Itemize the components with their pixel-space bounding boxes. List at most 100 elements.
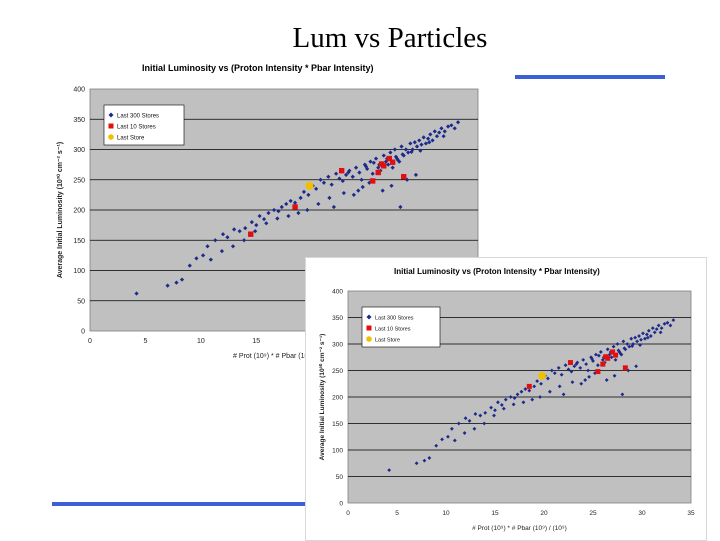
data-point-last-300 xyxy=(370,171,375,176)
data-point-last-10 xyxy=(389,159,396,165)
data-point-last-300 xyxy=(591,359,595,363)
data-point-last-300 xyxy=(200,253,206,258)
y-tick-label: 300 xyxy=(332,342,343,349)
data-point-last-300 xyxy=(547,389,552,394)
data-point-last-300 xyxy=(633,335,638,340)
data-point-last-300 xyxy=(482,421,487,426)
y-tick-label: 150 xyxy=(332,421,343,428)
data-point-last-300 xyxy=(421,135,426,140)
x-tick-label: 35 xyxy=(687,510,695,517)
data-point-last-300 xyxy=(521,400,526,405)
data-point-last-300 xyxy=(441,134,446,139)
data-point-last-300 xyxy=(371,160,376,165)
data-point-last-10 xyxy=(248,231,254,237)
y-tick-label: 400 xyxy=(332,289,343,296)
x-tick-label: 5 xyxy=(395,510,399,517)
data-point-last-300 xyxy=(427,456,432,460)
data-point-last-300 xyxy=(353,165,359,170)
data-point-last-300 xyxy=(478,413,483,418)
data-point-last-300 xyxy=(586,368,590,373)
y-tick-label: 300 xyxy=(73,147,85,154)
data-point-last-300 xyxy=(241,238,247,243)
data-point-last-10 xyxy=(567,360,573,366)
data-point-last-300 xyxy=(652,330,657,335)
x-tick-label: 15 xyxy=(252,338,260,345)
data-point-last-300 xyxy=(449,426,454,431)
data-point-last-300 xyxy=(662,321,667,326)
data-point-last-300 xyxy=(432,129,437,134)
data-point-last-300 xyxy=(613,358,618,362)
data-point-last-300 xyxy=(418,148,423,153)
x-axis-label: # Prot (10⁹) * # Pbar (10⁹) / (10⁹) xyxy=(472,525,567,532)
data-point-last-store xyxy=(538,371,546,380)
data-point-last-300 xyxy=(414,461,419,466)
data-point-last-10 xyxy=(375,169,381,176)
data-point-last-300 xyxy=(570,380,575,385)
data-point-last-300 xyxy=(641,331,645,336)
data-point-last-300 xyxy=(230,244,236,249)
data-point-last-300 xyxy=(389,183,394,188)
data-point-last-10 xyxy=(600,361,606,367)
data-point-last-300 xyxy=(399,144,404,149)
data-point-last-300 xyxy=(249,220,254,225)
legend-marker xyxy=(366,314,372,320)
data-point-last-300 xyxy=(463,416,468,421)
data-point-last-300 xyxy=(220,232,226,237)
data-point-last-300 xyxy=(561,392,566,397)
data-point-last-300 xyxy=(445,124,451,129)
data-point-last-300 xyxy=(556,365,561,370)
chart-title: Initial Luminosity vs (Proton Intensity … xyxy=(142,63,374,73)
data-point-last-300 xyxy=(559,372,564,377)
data-point-last-300 xyxy=(326,174,331,179)
data-point-last-300 xyxy=(645,335,650,340)
data-point-last-300 xyxy=(452,126,457,131)
data-point-last-300 xyxy=(620,392,625,397)
data-point-last-300 xyxy=(329,182,334,187)
data-point-last-300 xyxy=(596,353,601,358)
y-tick-label: 250 xyxy=(73,177,85,184)
data-point-last-300 xyxy=(611,344,616,349)
data-point-last-300 xyxy=(467,418,472,423)
data-point-last-300 xyxy=(243,226,248,231)
y-tick-label: 0 xyxy=(339,501,343,508)
accent-bar-bottom xyxy=(52,502,312,506)
data-point-last-300 xyxy=(671,318,676,323)
data-point-last-300 xyxy=(341,190,346,196)
data-point-last-300 xyxy=(584,362,589,367)
y-axis-label: Average Initial Luminosity (10³⁰ cm⁻² s⁻… xyxy=(56,142,64,278)
data-point-last-300 xyxy=(321,180,327,185)
data-point-last-300 xyxy=(430,138,435,143)
data-point-last-300 xyxy=(365,166,370,171)
data-point-last-300 xyxy=(406,150,411,155)
data-point-last-300 xyxy=(452,438,457,443)
data-point-last-300 xyxy=(627,344,632,349)
x-tick-label: 20 xyxy=(540,510,548,517)
data-point-last-300 xyxy=(549,368,554,373)
data-point-last-300 xyxy=(600,358,605,362)
data-point-last-300 xyxy=(501,406,506,411)
data-point-last-300 xyxy=(532,384,537,389)
data-point-last-300 xyxy=(656,323,661,328)
data-point-last-300 xyxy=(219,249,225,254)
data-point-last-300 xyxy=(496,400,500,405)
data-point-last-300 xyxy=(519,389,524,394)
data-point-last-300 xyxy=(423,141,428,146)
data-point-last-300 xyxy=(296,210,301,216)
data-point-last-300 xyxy=(357,170,362,175)
data-point-last-300 xyxy=(419,142,424,147)
accent-bar-top xyxy=(515,75,665,79)
y-tick-label: 0 xyxy=(81,329,85,336)
chart-title: Initial Luminosity vs (Proton Intensity … xyxy=(394,267,600,276)
data-point-last-300 xyxy=(552,371,557,376)
data-point-last-300 xyxy=(134,291,139,296)
data-point-last-300 xyxy=(276,209,281,214)
y-tick-label: 250 xyxy=(332,368,343,375)
data-point-last-300 xyxy=(616,348,621,353)
data-point-last-300 xyxy=(337,176,342,181)
data-point-last-300 xyxy=(410,147,415,152)
data-point-last-300 xyxy=(359,177,364,182)
data-point-last-10 xyxy=(401,174,407,180)
data-point-last-10 xyxy=(603,354,609,360)
data-point-last-300 xyxy=(434,443,439,448)
data-point-last-300 xyxy=(397,159,402,164)
